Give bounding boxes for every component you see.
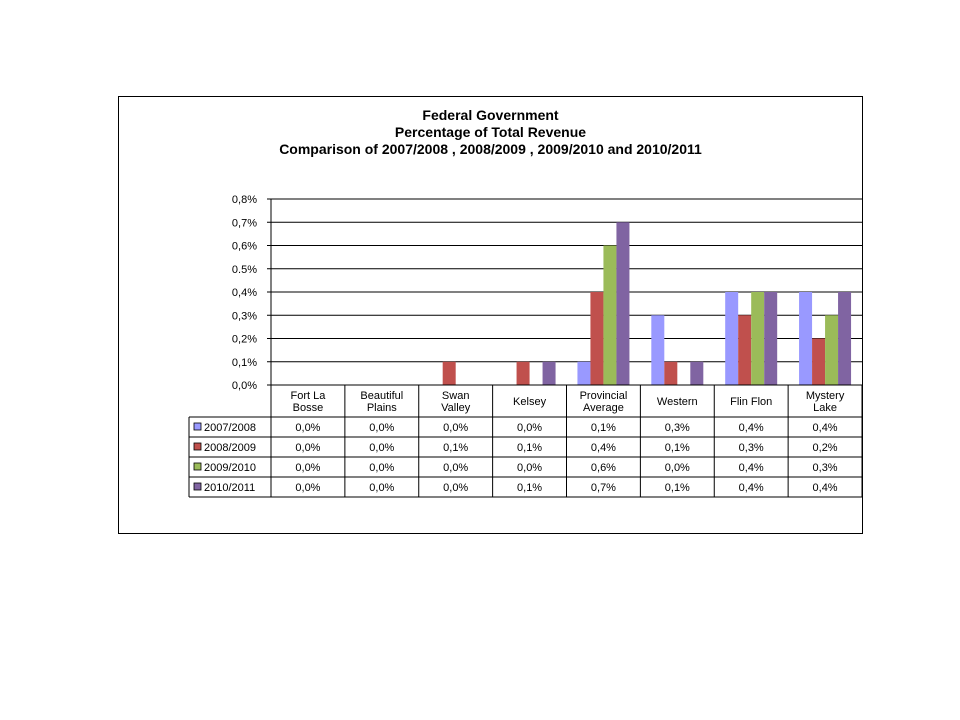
- legend-key: [193, 442, 202, 451]
- data-label: 0,1%: [443, 442, 468, 454]
- category-label: Fort La: [291, 390, 327, 402]
- legend-label: 2010/2011: [204, 482, 255, 494]
- bar: [825, 315, 839, 385]
- data-label: 0,1%: [517, 442, 542, 454]
- data-label: 0,1%: [591, 422, 616, 434]
- bar: [838, 292, 852, 385]
- data-label: 0,0%: [369, 442, 394, 454]
- data-label: 0,0%: [369, 482, 394, 494]
- y-tick-label: 0.5%: [232, 264, 257, 276]
- bar: [799, 292, 813, 385]
- chart-title-line-2: Percentage of Total Revenue: [394, 124, 587, 140]
- data-label: 0,0%: [517, 462, 542, 474]
- data-label: 0,0%: [295, 422, 320, 434]
- category-label: Average: [583, 402, 624, 414]
- category-label: Swan: [442, 390, 470, 402]
- bar: [690, 361, 704, 385]
- y-tick-label: 0,0%: [232, 380, 257, 392]
- data-label: 0,0%: [295, 462, 320, 474]
- chart-svg: 0,0% 0,1% 0,2% 0,3% 0,4% 0.5% 0,6% 0,7% 0,8% Fort…: [188, 194, 862, 498]
- category-label: Plains: [367, 402, 397, 414]
- data-label: 0,4%: [739, 422, 764, 434]
- bar: [516, 361, 530, 385]
- legend-label: 2007/2008: [204, 422, 256, 434]
- data-label: 0,4%: [813, 422, 838, 434]
- data-label: 0,3%: [739, 442, 764, 454]
- bar: [542, 361, 556, 385]
- chart-title-line-3: Comparison of 2007/2008 , 2008/2009 , 20…: [279, 141, 702, 157]
- data-label: 0,0%: [369, 462, 394, 474]
- legend-key: [193, 462, 202, 471]
- legend-key: [193, 482, 202, 491]
- data-label: 0,3%: [813, 462, 838, 474]
- legend-label: 2008/2009: [204, 442, 256, 454]
- y-tick-label: 0,7%: [232, 217, 257, 229]
- legend-label: 2009/2010: [204, 462, 256, 474]
- data-label: 0,0%: [295, 482, 320, 494]
- category-label: Provincial: [580, 390, 628, 402]
- chart-frame: Federal Government Percentage of Total R…: [118, 96, 863, 534]
- data-label: 0,0%: [443, 462, 468, 474]
- category-label: Valley: [441, 402, 471, 414]
- category-label: Mystery: [806, 390, 845, 402]
- bar: [764, 292, 778, 385]
- y-tick-label: 0,4%: [232, 287, 257, 299]
- data-label: 0,4%: [739, 462, 764, 474]
- bar: [751, 292, 765, 385]
- data-label: 0,0%: [369, 422, 394, 434]
- data-label: 0,3%: [665, 422, 690, 434]
- bar: [590, 292, 604, 385]
- data-label: 0,1%: [665, 482, 690, 494]
- category-label: Western: [657, 396, 698, 408]
- data-label: 0,6%: [591, 462, 616, 474]
- data-label: 0,1%: [517, 482, 542, 494]
- category-label: Beautiful: [360, 390, 403, 402]
- y-tick-label: 0,2%: [232, 334, 257, 346]
- category-label: Lake: [813, 402, 837, 414]
- bar: [651, 315, 665, 385]
- y-tick-label: 0,3%: [232, 310, 257, 322]
- bar: [725, 292, 739, 385]
- y-tick-label: 0,8%: [232, 194, 257, 206]
- bar: [738, 315, 752, 385]
- category-label: Kelsey: [513, 396, 547, 408]
- data-label: 0,0%: [665, 462, 690, 474]
- data-label: 0,4%: [739, 482, 764, 494]
- y-tick-label: 0,1%: [232, 357, 257, 369]
- bar: [616, 222, 630, 385]
- data-label: 0,4%: [591, 442, 616, 454]
- bar: [442, 361, 456, 385]
- y-tick-label: 0,6%: [232, 241, 257, 253]
- data-label: 0,0%: [295, 442, 320, 454]
- data-label: 0,0%: [443, 482, 468, 494]
- data-label: 0,4%: [813, 482, 838, 494]
- bar: [603, 245, 617, 385]
- category-label: Flin Flon: [730, 396, 772, 408]
- bar: [664, 361, 678, 385]
- legend-key: [193, 422, 202, 431]
- data-label: 0,7%: [591, 482, 616, 494]
- data-label: 0,0%: [517, 422, 542, 434]
- data-label: 0,1%: [665, 442, 690, 454]
- category-label: Bosse: [293, 402, 324, 414]
- chart-title-line-1: Federal Government: [422, 107, 559, 123]
- data-label: 0,0%: [443, 422, 468, 434]
- bar: [577, 361, 591, 385]
- bar: [812, 338, 826, 385]
- data-label: 0,2%: [813, 442, 838, 454]
